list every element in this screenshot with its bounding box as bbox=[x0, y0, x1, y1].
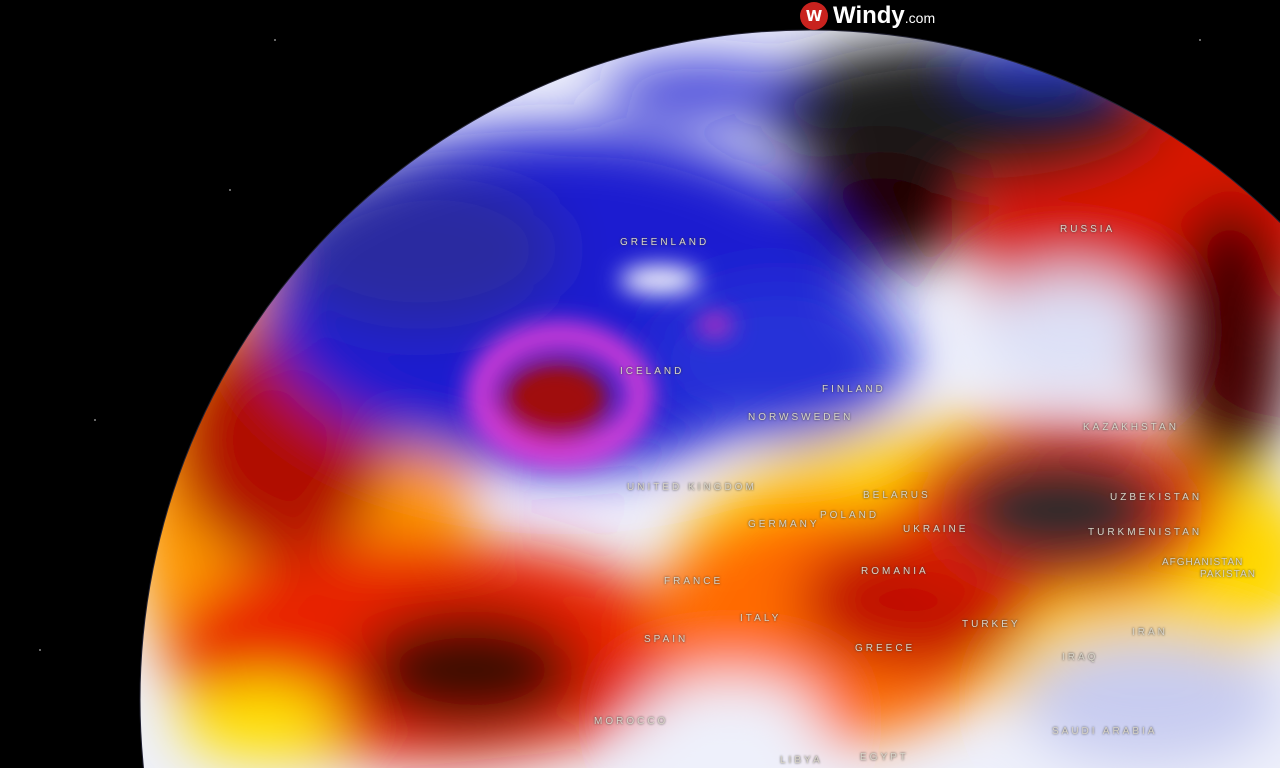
label-ukraine: UKRAINE bbox=[903, 524, 969, 535]
label-russia: RUSSIA bbox=[1060, 224, 1116, 235]
label-spain: SPAIN bbox=[644, 634, 689, 645]
label-egypt: EGYPT bbox=[860, 752, 909, 763]
globe-edge bbox=[139, 29, 1280, 768]
label-belarus: BELARUS bbox=[863, 490, 931, 501]
windy-logo-icon: W bbox=[800, 2, 828, 30]
label-iran: IRAN bbox=[1132, 627, 1168, 638]
label-afghanistan: AFGHANISTAN bbox=[1162, 557, 1244, 568]
label-iraq: IRAQ bbox=[1062, 652, 1099, 663]
label-norway-sweden: NORWSWEDEN bbox=[748, 412, 854, 423]
label-romania: ROMANIA bbox=[861, 566, 929, 577]
label-kazakhstan: KAZAKHSTAN bbox=[1083, 422, 1179, 433]
label-turkey: TURKEY bbox=[962, 619, 1021, 630]
label-poland: POLAND bbox=[820, 510, 880, 521]
label-iceland: ICELAND bbox=[620, 366, 685, 377]
label-greece: GREECE bbox=[855, 643, 916, 654]
label-finland: FINLAND bbox=[822, 384, 886, 395]
brand-suffix: .com bbox=[904, 10, 936, 26]
label-uzbekistan: UZBEKISTAN bbox=[1110, 492, 1203, 503]
label-united-kingdom: UNITED KINGDOM bbox=[627, 482, 757, 493]
label-turkmenistan: TURKMENISTAN bbox=[1088, 527, 1203, 538]
label-morocco: MOROCCO bbox=[594, 716, 669, 727]
stars bbox=[39, 39, 1201, 651]
label-pakistan: PAKISTAN bbox=[1200, 569, 1256, 580]
label-libya: LIBYA bbox=[780, 755, 823, 766]
windy-logo[interactable]: W Windy.com bbox=[800, 2, 935, 30]
label-germany: GERMANY bbox=[748, 519, 820, 530]
label-italy: ITALY bbox=[740, 613, 782, 624]
brand-name: Windy bbox=[833, 2, 905, 29]
label-greenland: GREENLAND bbox=[620, 237, 710, 248]
label-saudi-arabia: SAUDI ARABIA bbox=[1052, 726, 1158, 737]
label-france: FRANCE bbox=[664, 576, 724, 587]
